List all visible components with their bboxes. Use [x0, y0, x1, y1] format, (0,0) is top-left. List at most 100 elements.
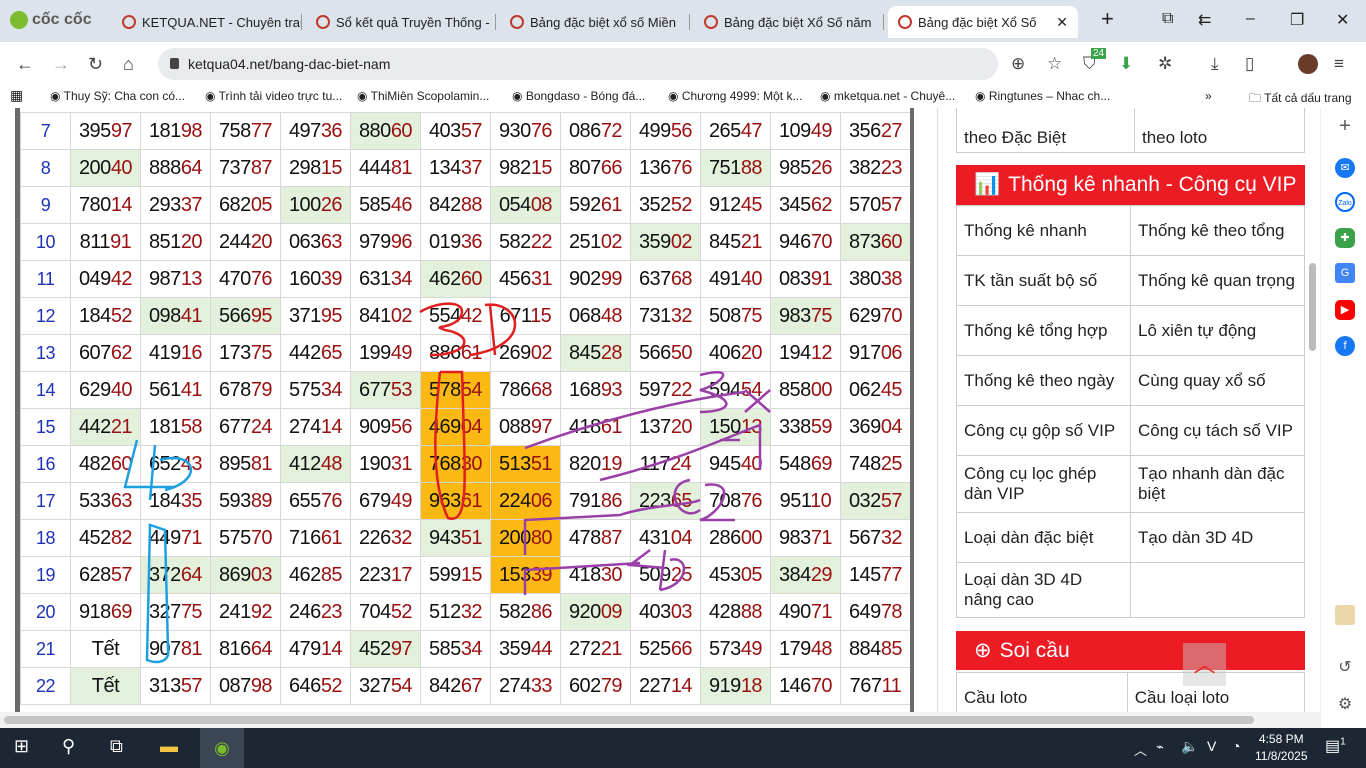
vip-tool-link[interactable]: Loại dàn đặc biệt [956, 512, 1131, 563]
vip-tool-link[interactable]: Cùng quay xổ số [1130, 355, 1305, 406]
translate-icon[interactable]: G [1335, 263, 1355, 283]
star-icon[interactable]: ☆ [1047, 54, 1063, 73]
reload-button[interactable]: ↻ [88, 54, 104, 74]
bookmark-item[interactable]: ◉ Bongdaso - Bóng đá... [512, 89, 646, 103]
bookmark-item[interactable]: ◉ mketqua.net - Chuyê... [820, 89, 956, 103]
stats-link[interactable]: theo Đặc Biệt [956, 108, 1135, 153]
browser-tab[interactable]: Bảng đặc biệt Xổ Số năm [694, 6, 884, 38]
result-cell: 60279 [560, 667, 631, 705]
vip-tool-link[interactable]: Loại dàn 3D 4D nâng cao [956, 562, 1131, 618]
vip-tool-link[interactable]: Thống kê quan trọng [1130, 255, 1305, 306]
minimize-button[interactable]: – [1246, 10, 1255, 27]
bookmark-item[interactable]: ◉ ThiMiên Scopolamin... [357, 89, 490, 103]
add-icon[interactable]: + [1339, 115, 1351, 137]
result-cell: 45297 [350, 630, 421, 668]
result-cell: 65243 [140, 445, 211, 483]
youtube-icon[interactable]: ▶ [1335, 300, 1355, 320]
site-favicon-icon [122, 15, 136, 29]
zoom-icon[interactable]: ⊕ [1011, 54, 1026, 73]
browser-tab[interactable]: Bảng đặc biệt Xổ Số ✕ [888, 6, 1078, 38]
vip-tool-link[interactable]: Tạo nhanh dàn đặc biệt [1130, 455, 1305, 513]
power-icon[interactable]: ⌁ [1156, 739, 1164, 754]
table-row: 11 04942 98713 47076 16039 63134 46260 45631 902… [20, 260, 911, 298]
result-cell: 18158 [140, 408, 211, 446]
vip-tool-link[interactable]: Công cụ gộp số VIP [956, 405, 1131, 456]
soi-cau-link[interactable]: Cầu loại loto [1126, 672, 1306, 712]
close-tab-icon[interactable]: ✕ [1056, 13, 1068, 30]
result-cell: 93076 [490, 112, 561, 150]
screenshot-icon[interactable]: ⧉ [1162, 10, 1174, 27]
stats-link[interactable]: theo loto [1134, 108, 1305, 153]
forward-button[interactable]: → [52, 54, 70, 74]
browser-logo[interactable]: cốc cốc [10, 11, 92, 29]
vip-tool-link[interactable]: Lô xiên tự động [1130, 305, 1305, 356]
tray-chevron-icon[interactable]: ︿ [1134, 743, 1148, 758]
vip-tool-link[interactable]: Thống kê tổng hợp [956, 305, 1131, 356]
notifications-icon[interactable]: ▤1 [1325, 736, 1346, 755]
bookmark-item[interactable]: ◉ Thuy Sỹ: Cha con có... [50, 89, 185, 103]
bookmark-item[interactable]: ◉ Chương 4999: Một k... [668, 89, 803, 103]
downloads-icon[interactable]: ⤓ [1211, 54, 1219, 73]
more-bookmarks-icon[interactable]: » [1205, 89, 1212, 103]
avatar[interactable] [1298, 54, 1318, 74]
home-button[interactable]: ⌂ [123, 54, 134, 74]
new-tab-button[interactable]: + [1101, 6, 1114, 31]
vip-tool-link[interactable]: Công cụ lọc ghép dàn VIP [956, 455, 1131, 513]
task-view-icon[interactable]: ⧉ [110, 736, 123, 756]
messenger-icon[interactable]: ✉ [1335, 158, 1355, 178]
maximize-button[interactable]: ❐ [1290, 12, 1305, 29]
horizontal-scrollbar[interactable] [0, 712, 1320, 728]
windows-start-icon[interactable]: ⊞ [14, 736, 30, 756]
result-cell: 29337 [140, 186, 211, 224]
vip-tool-link[interactable]: Thống kê theo tổng [1130, 205, 1305, 256]
site-favicon-icon [898, 15, 912, 29]
bookmark-item[interactable]: ◉ Ringtunes – Nhac ch... [975, 89, 1111, 103]
tab-separator [301, 14, 302, 30]
row-index: 18 [20, 519, 71, 557]
back-button[interactable]: ← [16, 54, 34, 74]
vip-tool-link[interactable]: Thống kê theo ngày [956, 355, 1131, 406]
soi-cau-link[interactable]: Cầu loto [956, 672, 1128, 712]
vpn-icon[interactable]: V [1207, 738, 1217, 754]
vertical-scrollbar[interactable] [1309, 263, 1316, 351]
browser-tab[interactable]: Bảng đặc biệt xổ số Miền [500, 6, 690, 38]
app-shortcut-icon[interactable] [1335, 605, 1355, 625]
back-tab-icon[interactable]: ⇇ [1198, 12, 1212, 29]
vip-tool-link[interactable]: TK tần suất bộ số [956, 255, 1131, 306]
vip-tool-link[interactable]: Thống kê nhanh [956, 205, 1131, 256]
result-cell: 44265 [280, 334, 351, 372]
settings-icon[interactable]: ⚙ [1337, 696, 1353, 713]
result-cell: 84102 [350, 297, 421, 335]
close-window-button[interactable]: ✕ [1336, 12, 1350, 29]
result-cell: 57057 [840, 186, 911, 224]
zalo-icon[interactable]: Zalo [1335, 192, 1355, 212]
search-icon[interactable]: ⚲ [62, 736, 76, 756]
sidebar-divider [937, 108, 938, 712]
coccoc-taskbar-icon[interactable]: ◉ [200, 728, 244, 768]
apps-grid-icon[interactable]: ▦ [10, 87, 24, 103]
extensions-icon[interactable]: ✲ [1158, 54, 1173, 73]
sidebar-toggle-icon[interactable]: ▯ [1245, 54, 1255, 73]
menu-icon[interactable]: ≡ [1334, 54, 1344, 73]
browser-tab[interactable]: Sổ kết quả Truyền Thống - [306, 6, 496, 38]
result-cell: 17948 [770, 630, 841, 668]
vip-tool-link[interactable]: Công cụ tách số VIP [1130, 405, 1305, 456]
volume-icon[interactable]: 🔈 [1181, 738, 1199, 754]
history-icon[interactable]: ↺ [1338, 659, 1352, 676]
bookmark-item[interactable]: ◉ Trình tải video trực tu... [205, 89, 343, 103]
browser-tab[interactable]: KETQUA.NET - Chuyên trang [112, 6, 302, 38]
facebook-icon[interactable]: f [1335, 336, 1355, 356]
file-explorer-icon[interactable]: ▬ [160, 736, 178, 756]
result-cell: 19949 [350, 334, 421, 372]
table-row: 15 44221 18158 67724 27414 90956 46904 08897 418… [20, 408, 911, 446]
shield-extension-icon[interactable]: ⛉ 24 [1083, 48, 1107, 73]
vip-tool-link[interactable]: Tạo dàn 3D 4D [1130, 512, 1305, 563]
url-bar[interactable]: ketqua04.net/bang-dac-biet-nam [158, 48, 998, 80]
all-bookmarks[interactable]: 🗀 Tất cả dấu trang [1249, 91, 1352, 105]
coccoc-logo-icon [10, 11, 28, 29]
download-extension-icon[interactable]: ⬇ [1119, 54, 1134, 73]
clock[interactable]: 4:58 PM 11/8/2025 [1255, 732, 1308, 763]
wifi-icon[interactable]: ◔ [1232, 738, 1241, 754]
game-icon[interactable]: ✚ [1335, 228, 1355, 248]
scroll-to-top-button[interactable]: ︿ [1183, 643, 1226, 686]
